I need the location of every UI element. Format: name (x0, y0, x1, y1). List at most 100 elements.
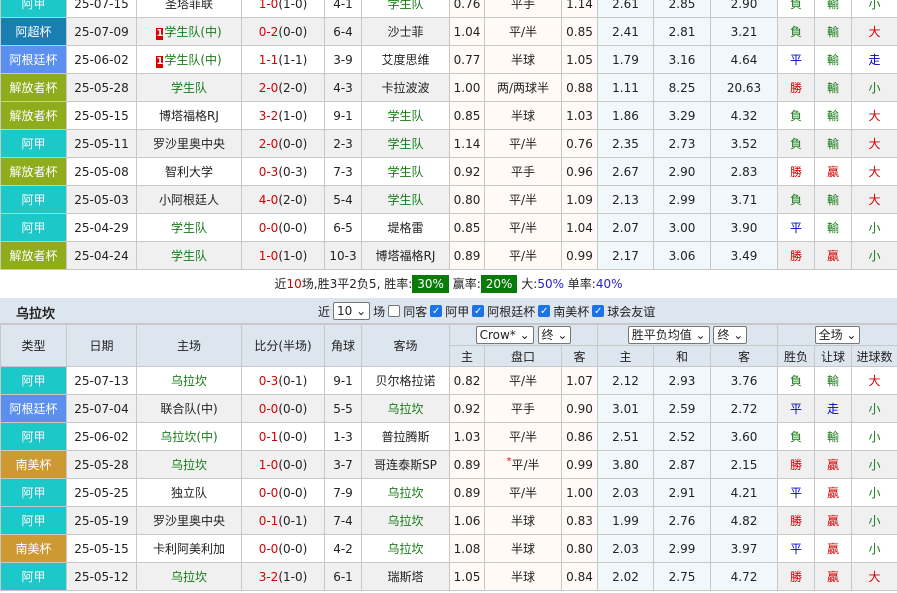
away-team[interactable]: 学生队 (361, 129, 450, 158)
league-type[interactable]: 解放者杯 (0, 241, 67, 270)
league-type[interactable]: 阿甲 (0, 0, 67, 18)
home-team[interactable]: 小阿根廷人 (136, 185, 242, 214)
filter-label[interactable]: 同客 (403, 304, 428, 319)
away-team[interactable]: 乌拉坎 (361, 534, 450, 563)
away-team[interactable]: 博塔福格RJ (361, 241, 450, 270)
euro-away-odds-text: 4.32 (730, 108, 758, 123)
home-team[interactable]: 乌拉坎 (136, 562, 242, 591)
average-select[interactable]: 胜平负均值 ⌄ (627, 326, 710, 344)
score[interactable]: 0-0(0-0) (241, 394, 325, 423)
corners: 6-5 (324, 213, 362, 242)
filter-label[interactable]: 球会友谊 (607, 304, 656, 319)
euro-home-odds-text: 2.35 (612, 136, 639, 151)
match-row: 阿甲 25-05-25 独立队 0-0(0-0) 7-9 乌拉坎 0.89 平/半 1.00 2.… (0, 478, 897, 507)
match-date: 25-07-04 (66, 394, 137, 423)
score[interactable]: 3-2(1-0) (241, 562, 325, 591)
recent-count-select[interactable]: 10 ⌄ (333, 302, 371, 320)
score[interactable]: 0-0(0-0) (241, 478, 325, 507)
away-team[interactable]: 沙士菲 (361, 17, 450, 46)
away-team[interactable]: 学生队 (361, 101, 450, 130)
away-team[interactable]: 艾度思维 (361, 45, 450, 74)
home-team[interactable]: 罗沙里奥中央 (136, 129, 242, 158)
filter-label[interactable]: 阿甲 (445, 304, 470, 319)
filter-label[interactable]: 南美杯 (553, 304, 590, 319)
score[interactable]: 0-0(0-0) (241, 534, 325, 563)
score[interactable]: 0-1(0-0) (241, 422, 325, 451)
final-select-1[interactable]: 终 ⌄ (537, 326, 572, 344)
league-type-text: 南美杯 (15, 542, 52, 556)
home-team[interactable]: 1学生队(中) (136, 17, 242, 46)
home-team[interactable]: 学生队 (136, 73, 242, 102)
league-type[interactable]: 阿甲 (0, 506, 67, 535)
final-select-2[interactable]: 终 ⌄ (713, 326, 748, 344)
handicap-result-text: 輸 (826, 221, 839, 235)
score[interactable]: 0-3(0-1) (241, 366, 325, 395)
league-type[interactable]: 阿甲 (0, 562, 67, 591)
league-type[interactable]: 南美杯 (0, 534, 67, 563)
handicap: 平/半 (484, 478, 562, 507)
league-type[interactable]: 解放者杯 (0, 157, 67, 186)
league-type[interactable]: 南美杯 (0, 450, 67, 479)
home-team[interactable]: 卡利阿美利加 (136, 534, 242, 563)
home-team[interactable]: 学生队 (136, 241, 242, 270)
away-team[interactable]: 学生队 (361, 185, 450, 214)
score[interactable]: 0-1(0-1) (241, 506, 325, 535)
away-team[interactable]: 乌拉坎 (361, 506, 450, 535)
league-type[interactable]: 解放者杯 (0, 101, 67, 130)
home-team[interactable]: 乌拉坎 (136, 450, 242, 479)
away-team[interactable]: 堤格雷 (361, 213, 450, 242)
score[interactable]: 4-0(2-0) (241, 185, 325, 214)
match-row: 解放者杯 25-04-24 学生队 1-0(1-0) 10-3 博塔福格RJ 0.89 平/半… (0, 241, 897, 270)
score[interactable]: 2-0(2-0) (241, 73, 325, 102)
league-type[interactable]: 阿甲 (0, 129, 67, 158)
away-team[interactable]: 学生队 (361, 0, 450, 18)
home-team[interactable]: 独立队 (136, 478, 242, 507)
away-team[interactable]: 普拉腾斯 (361, 422, 450, 451)
home-team[interactable]: 博塔福格RJ (136, 101, 242, 130)
away-team[interactable]: 乌拉坎 (361, 394, 450, 423)
filter-checkbox[interactable] (388, 305, 401, 317)
score[interactable]: 0-3(0-3) (241, 157, 325, 186)
league-type[interactable]: 阿根廷杯 (0, 45, 67, 74)
home-team[interactable]: 学生队 (136, 213, 242, 242)
league-type[interactable]: 阿甲 (0, 366, 67, 395)
home-team[interactable]: 智利大学 (136, 157, 242, 186)
score[interactable]: 0-0(0-0) (241, 213, 325, 242)
league-type[interactable]: 阿超杯 (0, 17, 67, 46)
scope-select[interactable]: 全场 ⌄ (814, 326, 861, 344)
league-type[interactable]: 阿甲 (0, 185, 67, 214)
home-team[interactable]: 乌拉坎(中) (136, 422, 242, 451)
score[interactable]: 1-0(0-0) (241, 450, 325, 479)
home-team[interactable]: 罗沙里奥中央 (136, 506, 242, 535)
filter-checkbox[interactable]: ✓ (430, 305, 443, 317)
score[interactable]: 1-0(1-0) (241, 0, 325, 18)
home-team[interactable]: 圣塔菲联 (136, 0, 242, 18)
away-team[interactable]: 瑞斯塔 (361, 562, 450, 591)
half-score: (0-0) (278, 136, 308, 151)
score[interactable]: 3-2(1-0) (241, 101, 325, 130)
home-team[interactable]: 联合队(中) (136, 394, 242, 423)
league-type[interactable]: 阿根廷杯 (0, 394, 67, 423)
league-type[interactable]: 阿甲 (0, 213, 67, 242)
home-team[interactable]: 1学生队(中) (136, 45, 242, 74)
score[interactable]: 1-0(1-0) (241, 241, 325, 270)
score[interactable]: 0-2(0-0) (241, 17, 325, 46)
away-team[interactable]: 学生队 (361, 157, 450, 186)
league-type[interactable]: 解放者杯 (0, 73, 67, 102)
asian-home-odds: 1.08 (449, 534, 485, 563)
score[interactable]: 2-0(0-0) (241, 129, 325, 158)
away-team[interactable]: 哥连泰斯SP (361, 450, 450, 479)
away-team[interactable]: 乌拉坎 (361, 478, 450, 507)
score[interactable]: 1-1(1-1) (241, 45, 325, 74)
company-select[interactable]: Crow* ⌄ (475, 326, 534, 344)
league-type[interactable]: 阿甲 (0, 478, 67, 507)
filter-checkbox[interactable]: ✓ (538, 305, 551, 317)
league-type[interactable]: 阿甲 (0, 422, 67, 451)
filter-checkbox[interactable]: ✓ (592, 305, 605, 317)
filter-label[interactable]: 阿根廷杯 (487, 304, 536, 319)
win-loss: 平 (777, 478, 816, 507)
home-team[interactable]: 乌拉坎 (136, 366, 242, 395)
filter-checkbox[interactable]: ✓ (472, 305, 485, 317)
away-team[interactable]: 贝尔格拉诺 (361, 366, 450, 395)
away-team[interactable]: 卡拉波波 (361, 73, 450, 102)
